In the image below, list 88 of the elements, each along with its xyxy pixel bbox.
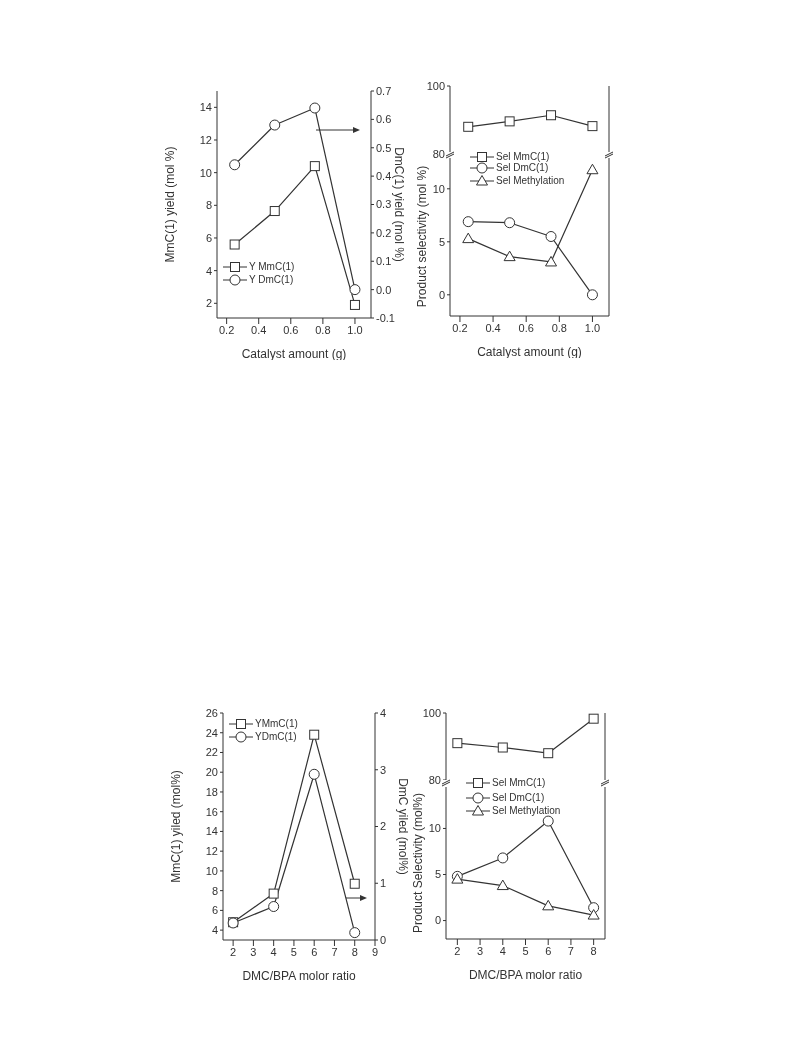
y-tick-label: 5 [438, 235, 445, 248]
x-tick-label: 8 [590, 944, 597, 957]
y-tick-label: 4 [211, 924, 218, 937]
y-tick-label: 8 [211, 884, 218, 897]
x-tick-label: 7 [567, 944, 574, 957]
x-axis-title: Catalyst amount (g) [241, 347, 347, 361]
x-tick-label: 7 [331, 945, 338, 958]
x-tick-label: 4 [499, 944, 506, 957]
x-tick-label: 0.6 [283, 323, 299, 336]
x-tick-label: 4 [270, 945, 277, 958]
y-tick-label: 6 [205, 231, 212, 244]
x-tick-label: 1.0 [347, 323, 363, 336]
y-tick-label: 80 [428, 773, 441, 786]
y2-tick-label: 0.0 [376, 283, 392, 296]
y2-tick-label: 0.4 [376, 170, 392, 183]
y-tick-label: 10 [432, 182, 445, 195]
x-axis-title: Catalyst amount (g) [477, 345, 582, 359]
y-tick-label: 24 [205, 726, 218, 739]
y-tick-label: 12 [205, 845, 218, 858]
y-tick-label: 6 [211, 904, 218, 917]
y-tick-label: 10 [205, 864, 218, 877]
x-tick-label: 2 [454, 944, 461, 957]
y2-tick-label: 0.3 [376, 198, 392, 211]
y-tick-label: 18 [205, 785, 218, 798]
y2-tick-label: 0.7 [376, 84, 392, 97]
x-tick-label: 8 [351, 945, 358, 958]
x-axis-title: DMC/BPA molor ratio [242, 969, 356, 983]
y-tick-label: 26 [205, 706, 218, 719]
x-tick-label: 0.8 [315, 323, 331, 336]
x-tick-label: 5 [522, 944, 529, 957]
y2-tick-label: 1 [380, 877, 387, 890]
y-tick-label: 10 [199, 166, 212, 179]
x-tick-label: 1.0 [584, 321, 601, 334]
legend-label: Y DmC(1) [249, 273, 294, 286]
y-axis-title: MmC(1) yield (mol %) [163, 146, 178, 263]
legend-label: Y MmC(1) [249, 260, 295, 273]
x-tick-label: 9 [371, 945, 379, 958]
y-tick-label: 12 [199, 133, 212, 146]
y-tick-label: 0 [438, 288, 445, 301]
y-axis-title: Product selectivity (mol %) [415, 165, 430, 308]
x-tick-label: 0.6 [518, 321, 534, 334]
y-tick-label: 100 [426, 79, 445, 92]
legend-label: YDmC(1) [255, 730, 297, 743]
legend-label: Sel Methylation [496, 174, 565, 187]
x-tick-label: 6 [311, 945, 318, 958]
y-tick-label: 5 [434, 868, 441, 881]
legend-label: Sel Methylation [492, 804, 561, 817]
legend-label: Sel DmC(1) [496, 162, 549, 174]
y-tick-label: 80 [432, 147, 445, 160]
x-tick-label: 0.4 [485, 321, 501, 334]
y-tick-label: 22 [205, 746, 218, 759]
x-tick-label: 3 [250, 945, 257, 958]
legend-label: YMmC(1) [255, 717, 298, 730]
y2-tick-label: 2 [380, 820, 387, 833]
y-axis-title: MmC(1) yiled (mol%) [169, 770, 184, 883]
x-tick-label: 0.2 [218, 323, 235, 336]
y2-tick-label: -0.1 [376, 311, 395, 324]
y-tick-label: 20 [205, 766, 218, 779]
legend-label: Sel MmC(1) [496, 150, 550, 163]
y-tick-label: 100 [422, 706, 441, 719]
x-tick-label: 2 [230, 945, 237, 958]
y-tick-label: 2 [205, 297, 212, 310]
x-tick-label: 6 [545, 944, 552, 957]
y2-tick-label: 0.6 [376, 113, 392, 126]
y-tick-label: 16 [205, 805, 218, 818]
y2-tick-label: 0 [380, 933, 387, 946]
y-tick-label: 0 [434, 914, 441, 927]
y-tick-label: 14 [199, 101, 212, 114]
y-tick-label: 8 [205, 199, 212, 212]
legend-label: Sel MmC(1) [492, 776, 546, 789]
x-tick-label: 0.4 [251, 323, 267, 336]
y2-tick-label: 3 [380, 763, 387, 776]
y2-tick-label: 0.2 [376, 226, 392, 239]
y-tick-label: 4 [205, 264, 212, 277]
x-tick-label: 3 [477, 944, 484, 957]
y-tick-label: 10 [428, 822, 441, 835]
y-axis-title: Product Selectivity (mol%) [411, 792, 426, 934]
x-tick-label: 0.8 [551, 321, 567, 334]
x-axis-title: DMC/BPA molor ratio [468, 968, 583, 982]
y2-axis-title: DmC yiled (mol%) [395, 778, 410, 875]
x-tick-label: 5 [290, 945, 297, 958]
x-tick-label: 0.2 [452, 321, 468, 334]
y-tick-label: 14 [205, 825, 218, 838]
y2-axis-title: DmC(1) yield (mol %) [391, 147, 406, 262]
y2-tick-label: 0.5 [376, 141, 392, 154]
legend-label: Sel DmC(1) [492, 791, 545, 804]
y2-tick-label: 0.1 [376, 255, 392, 268]
y2-tick-label: 4 [380, 706, 387, 719]
